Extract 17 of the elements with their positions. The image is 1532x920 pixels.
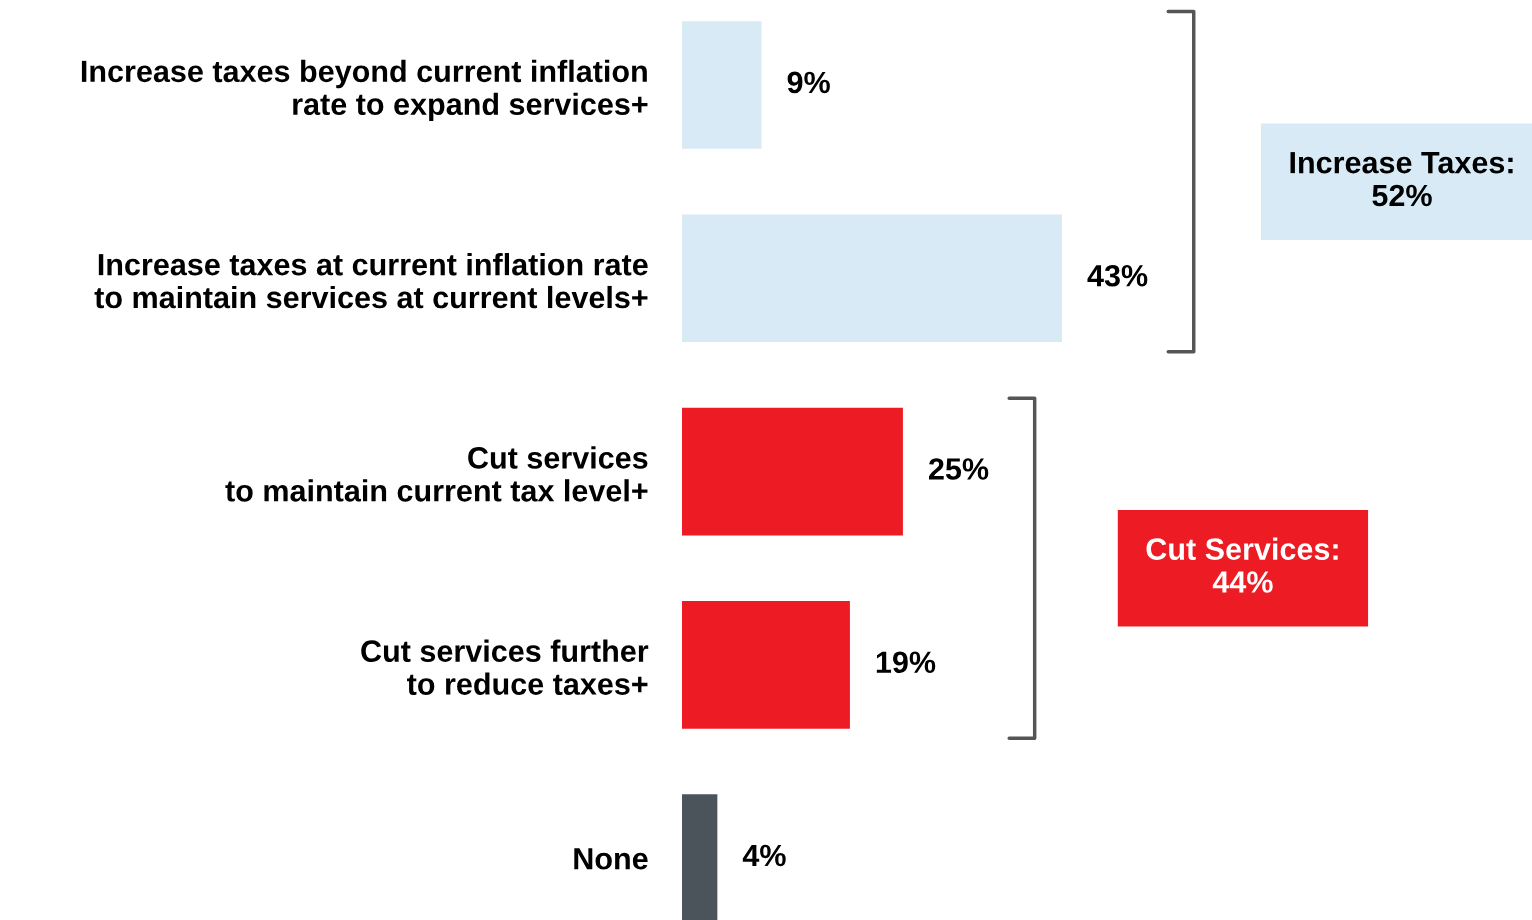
y-tick-label: None — [574, 848, 648, 870]
bar — [682, 794, 718, 920]
data-label: 25% — [928, 458, 989, 480]
y-tick-label: Cut services further to reduce taxes+ — [361, 639, 649, 695]
text: Increase Taxes: 52% — [1290, 152, 1513, 207]
bar — [682, 407, 903, 536]
bar — [682, 214, 1062, 343]
y-tick-label: Increase taxes at current inflation rate to maintain services at current levels+ — [94, 253, 648, 309]
data-label: 43% — [1087, 264, 1148, 287]
data-label: 4% — [742, 844, 786, 867]
y-tick-label: Increase taxes beyond current inflation rate to expand services+ — [81, 59, 648, 122]
text: Cut Services: 44% — [1146, 537, 1338, 593]
data-label: 19% — [876, 651, 936, 674]
bar — [682, 21, 762, 149]
y-tick-label: Cut services to maintain current tax level+ — [225, 446, 648, 502]
data-label: 9% — [787, 71, 830, 94]
bar — [682, 601, 850, 729]
